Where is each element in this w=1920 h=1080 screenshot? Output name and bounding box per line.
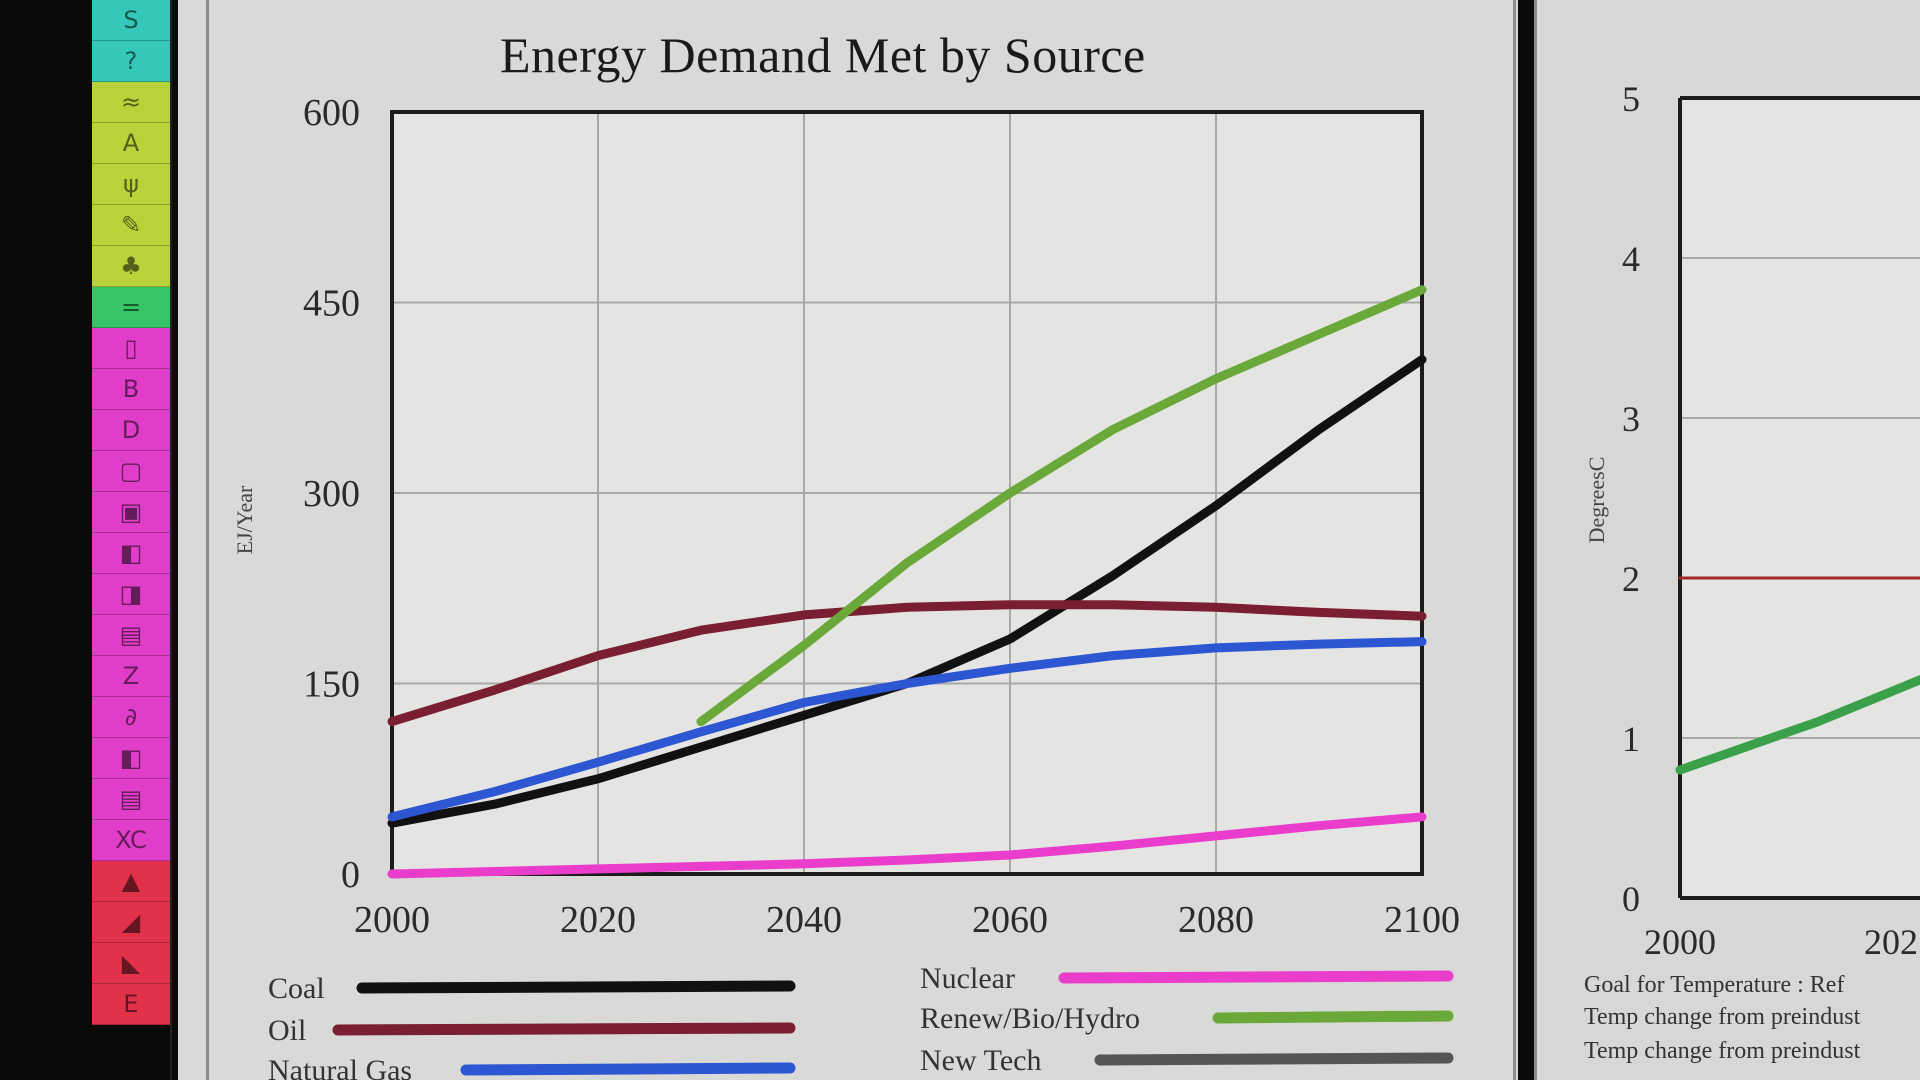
tool-button-icon[interactable]: ▤ (92, 615, 170, 656)
series-line-natural-gas (387, 637, 1427, 822)
x-tick-label: 2020 (560, 899, 636, 941)
tool-button-icon[interactable]: ◢ (92, 902, 170, 943)
tool-button-icon[interactable]: ◧ (92, 738, 170, 779)
tool-button-icon[interactable]: ✎ (92, 205, 170, 246)
series-line-oil (387, 600, 1427, 727)
tool-button-icon[interactable]: A (92, 123, 170, 164)
tool-group-3: ▯ B D ▢ ▣ ◧ ◨ ▤ Z ∂ ◧ ▤ XC (92, 328, 170, 861)
tool-button-icon[interactable]: ψ (92, 164, 170, 205)
legend-swatch-new-tech (1094, 1052, 1454, 1066)
tool-button-icon[interactable]: ▯ (92, 328, 170, 369)
tool-button-icon[interactable]: ≈ (92, 82, 170, 123)
y-tick-label: 600 (303, 92, 360, 134)
legend-label: Temp change from preindust (1584, 1004, 1861, 1030)
legend-swatch-nuclear (1058, 970, 1454, 984)
chart-title: Energy Demand Met by Source (500, 27, 1146, 83)
temperature-chart: 0 1 2 3 4 5 2000 202 DegreesC Goal for Temperatur… (1584, 79, 1920, 1064)
x-tick-label: 2000 (354, 899, 430, 941)
tool-button-icon[interactable]: ∂ (92, 697, 170, 738)
legend-swatch-oil (332, 1022, 796, 1036)
legend-swatch-renew-bio-hydro (1212, 1010, 1454, 1024)
tool-button-icon[interactable]: ▲ (92, 861, 170, 902)
y-tick-label: 150 (303, 664, 360, 706)
tool-button-icon[interactable]: ? (92, 41, 170, 82)
tool-button-icon[interactable]: E (92, 984, 170, 1025)
tool-button-icon[interactable]: Z (92, 656, 170, 697)
y-tick-label: 2 (1622, 559, 1640, 599)
series-line-temp-change-from-preindust (1675, 675, 1920, 775)
legend-swatch-natural-gas (460, 1062, 796, 1076)
legend-label-oil: Oil (268, 1014, 306, 1047)
y-tick-label: 450 (303, 283, 360, 325)
tool-group-0: S? (92, 0, 170, 82)
series-line-renew-bio-hydro (696, 285, 1427, 727)
plot-area (1680, 98, 1920, 898)
x-tick-label: 2060 (972, 899, 1048, 941)
tool-group-2: = (92, 287, 170, 328)
y-tick-label: 4 (1622, 239, 1640, 279)
legend-label: Goal for Temperature : Ref (1584, 972, 1844, 998)
tool-button-icon[interactable]: ◣ (92, 943, 170, 984)
y-tick-label: 5 (1622, 79, 1640, 119)
tool-button-icon[interactable]: D (92, 410, 170, 451)
y-axis-label: EJ/Year (232, 485, 257, 554)
energy-demand-chart: 2000 2020 2040 2060 2080 2100 0 150 300 450 600 EJ/… (232, 92, 1460, 1080)
plot-frame (390, 110, 1424, 876)
tool-group-4: ▲ ◢ ◣ E (92, 861, 170, 1025)
y-tick-label: 0 (341, 854, 360, 896)
y-axis-label: DegreesC (1584, 457, 1609, 544)
tool-button-icon[interactable]: ◨ (92, 574, 170, 615)
tool-button-icon[interactable]: B (92, 369, 170, 410)
legend-swatch-coal (356, 980, 796, 994)
series-line-nuclear (387, 812, 1427, 879)
tool-button-icon[interactable]: XC (92, 820, 170, 861)
tool-button-icon[interactable]: ♣ (92, 246, 170, 287)
x-tick-label: 2100 (1384, 899, 1460, 941)
tool-button-icon[interactable]: = (92, 287, 170, 328)
legend-label-nuclear: Nuclear (920, 962, 1015, 995)
legend-label: Temp change from preindust (1584, 1038, 1861, 1064)
tool-button-icon[interactable]: S (92, 0, 170, 41)
y-tick-label: 300 (303, 473, 360, 515)
tool-button-icon[interactable]: ▣ (92, 492, 170, 533)
x-tick-label: 2080 (1178, 899, 1254, 941)
x-tick-label: 2040 (766, 899, 842, 941)
y-tick-label: 0 (1622, 879, 1640, 919)
tool-button-icon[interactable]: ▢ (92, 451, 170, 492)
legend-label-coal: Coal (268, 972, 325, 1005)
y-tick-label: 3 (1622, 399, 1640, 439)
tool-button-icon[interactable]: ◧ (92, 533, 170, 574)
x-tick-label: 202 (1864, 922, 1918, 962)
legend-label-renew-bio-hydro: Renew/Bio/Hydro (920, 1002, 1140, 1035)
y-tick-label: 1 (1622, 719, 1640, 759)
x-tick-label: 2000 (1644, 922, 1716, 962)
legend-label-new-tech: New Tech (920, 1044, 1041, 1077)
legend-label-natural-gas: Natural Gas (268, 1054, 412, 1080)
tool-button-icon[interactable]: ▤ (92, 779, 170, 820)
